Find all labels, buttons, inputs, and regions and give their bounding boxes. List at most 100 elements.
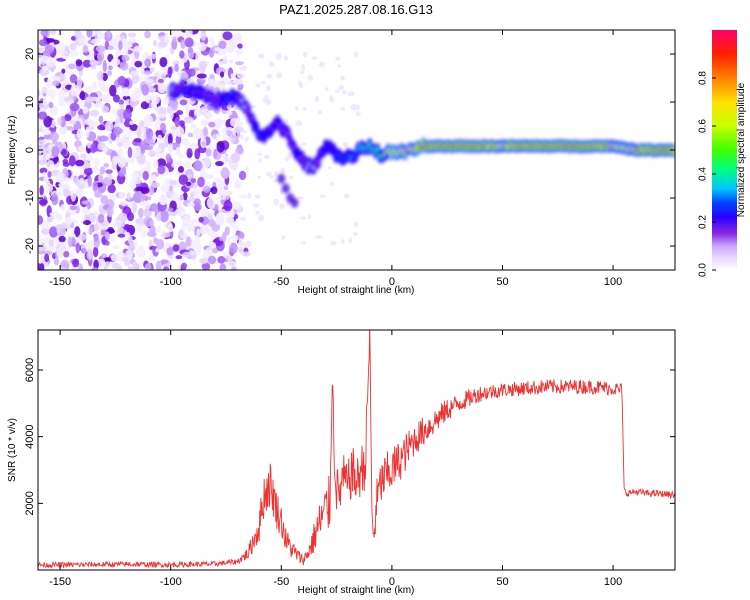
spectrogram-noise-speck <box>201 262 211 270</box>
spectrogram-noise-speck <box>52 76 59 81</box>
spectrogram-noise-speck <box>155 238 165 250</box>
snr-frame <box>37 329 676 571</box>
spectrogram-noise-speck <box>212 83 219 88</box>
spectrogram-noise-speck <box>121 54 130 62</box>
spectrogram-noise-speck <box>51 145 60 158</box>
spectrogram-noise-speck <box>117 227 124 235</box>
spectrogram-noise-speck <box>140 101 149 110</box>
spectrogram-noise-speck <box>87 175 92 188</box>
spectrogram-noise-speck <box>106 30 111 39</box>
spectrogram-noise-speck <box>143 216 154 228</box>
spectrogram-noise-speck <box>196 73 207 79</box>
spectrogram-ridge-core <box>254 125 259 129</box>
spectrogram-noise-speck <box>300 241 306 245</box>
spectrogram-noise-speck <box>318 61 325 68</box>
spectrogram-noise-speck <box>206 196 216 209</box>
spectrogram-noise-speck <box>97 78 105 90</box>
spectrogram-noise-speck <box>102 257 113 262</box>
spectrogram-noise-speck <box>217 60 225 66</box>
spectrogram-noise-speck <box>80 154 87 159</box>
spectrogram-noise-speck <box>155 147 163 153</box>
spectrogram-noise-speck <box>150 181 161 188</box>
spectrogram-noise-speck <box>238 170 247 181</box>
snr-y-tick-label: 6000 <box>24 358 36 382</box>
spectrogram-y-tick-label: 0 <box>24 147 36 153</box>
spectrogram-noise-speck <box>301 63 306 71</box>
spectrogram-noise-speck <box>226 216 231 223</box>
spectrogram-noise-speck <box>134 87 143 94</box>
spectrogram-noise-speck <box>101 105 109 113</box>
spectrogram-noise-speck <box>186 181 192 187</box>
spectrogram-noise-speck <box>270 175 275 179</box>
spectrogram-noise-speck <box>307 214 311 220</box>
spectrogram-noise-speck <box>69 74 78 84</box>
spectrogram-noise-speck <box>69 50 79 57</box>
spectrogram-noise-speck <box>194 148 201 160</box>
spectrogram-noise-speck <box>179 99 188 106</box>
spectrogram-noise-speck <box>75 242 81 254</box>
spectrogram-noise-speck <box>79 90 86 101</box>
spectrogram-noise-speck <box>159 210 169 223</box>
spectrogram-noise-speck <box>46 160 55 170</box>
spectrogram-noise-speck <box>140 65 145 77</box>
spectrogram-noise-speck <box>133 145 142 158</box>
spectrogram-noise-speck <box>72 258 80 268</box>
spectrogram-noise-speck <box>105 169 113 174</box>
spectrogram-noise-speck <box>226 128 232 137</box>
spectrogram-noise-speck <box>40 87 50 94</box>
spectrogram-noise-speck <box>45 38 55 43</box>
spectrogram-noise-speck <box>301 142 307 147</box>
spectrogram-noise-speck <box>218 40 227 50</box>
spectrogram-noise-speck <box>192 127 203 140</box>
snr-x-tick-label: 0 <box>389 576 395 588</box>
spectrogram-noise-speck <box>41 129 52 136</box>
spectrogram-noise-speck <box>311 56 318 60</box>
spectrogram-noise-speck <box>108 65 113 71</box>
spectrogram-noise-speck <box>106 205 114 218</box>
spectrogram-noise-speck <box>139 245 144 250</box>
spectrogram-noise-speck <box>107 184 116 194</box>
spectrogram-noise-speck <box>275 53 282 60</box>
spectrogram-x-axis: -150 -100 -50 0 50 100 <box>49 30 622 288</box>
spectrogram-noise-speck <box>112 94 121 103</box>
snr-x-tick-label: -100 <box>160 576 182 588</box>
spectrogram-noise-speck <box>217 48 224 56</box>
spectrogram-x-tick-label: -100 <box>160 276 182 288</box>
spectrogram-noise-speck <box>231 234 239 242</box>
spectrogram-noise-speck <box>111 155 120 164</box>
spectrogram-noise-speck <box>86 201 91 210</box>
snr-y-axis: 2000 4000 6000 <box>24 358 675 516</box>
snr-x-tick-label: 50 <box>496 576 508 588</box>
spectrogram-noise-speck <box>110 58 121 66</box>
spectrogram-noise-speck <box>263 154 270 159</box>
spectrogram-noise-speck <box>124 231 131 239</box>
spectrogram-noise-speck <box>131 72 139 85</box>
spectrogram-noise-speck <box>208 219 216 227</box>
spectrogram-noise-speck <box>53 257 60 266</box>
spectrogram-noise-speck <box>64 96 70 102</box>
spectrogram-noise-speck <box>174 63 179 72</box>
spectrogram-noise-speck <box>168 185 174 192</box>
spectrogram-noise-speck <box>337 64 342 68</box>
spectrogram-noise-speck <box>38 111 48 120</box>
spectrogram-noise-speck <box>40 30 49 37</box>
spectrogram-noise-speck <box>156 212 162 222</box>
spectrogram-noise-speck <box>222 192 227 201</box>
spectrogram-noise-speck <box>205 247 213 257</box>
spectrogram-noise-speck <box>178 174 188 186</box>
spectrogram-noise-speck <box>118 148 124 159</box>
spectrogram-noise-speck <box>107 173 113 180</box>
spectrogram-noise-speck <box>171 38 178 50</box>
spectrogram-noise-speck <box>195 51 200 62</box>
spectrogram-noise-speck <box>107 70 113 76</box>
spectrogram-noise-speck <box>200 108 208 116</box>
spectrogram-noise-speck <box>307 74 314 81</box>
spectrogram-noise-speck <box>127 134 133 143</box>
spectrogram-noise-speck <box>227 236 232 247</box>
spectrogram-noise-speck <box>214 118 223 129</box>
spectrogram-noise-speck <box>209 73 215 80</box>
spectrogram-noise-speck <box>238 247 244 254</box>
spectrogram-noise-speck <box>180 72 189 79</box>
spectrogram-noise-speck <box>74 226 81 238</box>
spectrogram-noise-speck <box>158 194 168 206</box>
